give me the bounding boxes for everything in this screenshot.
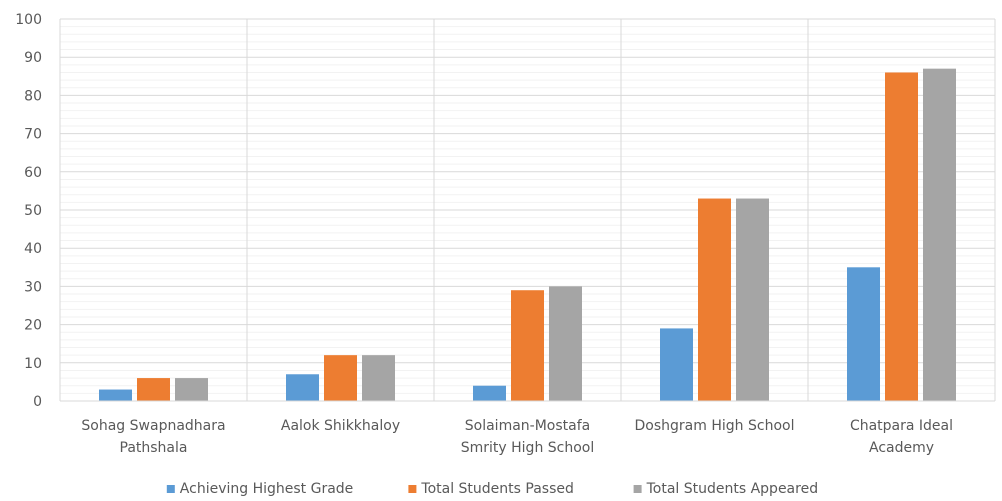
bar bbox=[137, 378, 170, 401]
bar bbox=[473, 385, 506, 401]
y-tick-label: 80 bbox=[24, 88, 42, 104]
bar bbox=[736, 198, 769, 401]
bar bbox=[362, 355, 395, 401]
bar bbox=[698, 198, 731, 401]
y-tick-label: 90 bbox=[24, 50, 42, 66]
bar bbox=[286, 374, 319, 401]
bar bbox=[885, 72, 918, 401]
legend-label: Total Students Passed bbox=[420, 481, 573, 497]
legend-label: Total Students Appeared bbox=[646, 481, 819, 497]
x-tick-label: Doshgram High School bbox=[635, 418, 795, 434]
y-tick-label: 70 bbox=[24, 127, 42, 143]
y-tick-label: 100 bbox=[15, 12, 42, 28]
x-tick-label: Sohag Swapnadhara bbox=[81, 418, 225, 434]
y-tick-label: 30 bbox=[24, 279, 42, 295]
y-tick-label: 40 bbox=[24, 241, 42, 257]
legend-swatch bbox=[633, 485, 642, 493]
bar bbox=[923, 68, 956, 401]
y-tick-label: 20 bbox=[24, 318, 42, 334]
y-tick-label: 10 bbox=[24, 356, 42, 372]
bar bbox=[511, 290, 544, 401]
x-tick-label: Solaiman-Mostafa bbox=[465, 418, 590, 434]
x-tick-label: Chatpara Ideal bbox=[850, 418, 953, 434]
legend-swatch bbox=[166, 485, 175, 493]
x-tick-label: Pathshala bbox=[120, 440, 188, 456]
bar bbox=[847, 267, 880, 401]
x-tick-label: Academy bbox=[869, 440, 934, 456]
grid-layer bbox=[59, 18, 996, 402]
bar bbox=[99, 389, 132, 401]
bar bbox=[324, 355, 357, 401]
bar bbox=[175, 378, 208, 401]
legend: Achieving Highest Grade Total Students Pa… bbox=[166, 481, 819, 497]
legend-swatch bbox=[408, 485, 417, 493]
axis-layer: 0 10 20 30 40 50 60 70 80 90 100 Sohag Swapnadhara P… bbox=[15, 12, 995, 456]
bars-layer bbox=[99, 68, 956, 401]
x-tick-label: Smrity High School bbox=[461, 440, 595, 456]
y-tick-label: 50 bbox=[24, 203, 42, 219]
y-tick-label: 0 bbox=[33, 394, 42, 410]
x-tick-label: Aalok Shikkhaloy bbox=[281, 418, 400, 434]
y-tick-label: 60 bbox=[24, 165, 42, 181]
bar bbox=[660, 328, 693, 401]
bar bbox=[549, 286, 582, 401]
legend-label: Achieving Highest Grade bbox=[180, 481, 353, 497]
